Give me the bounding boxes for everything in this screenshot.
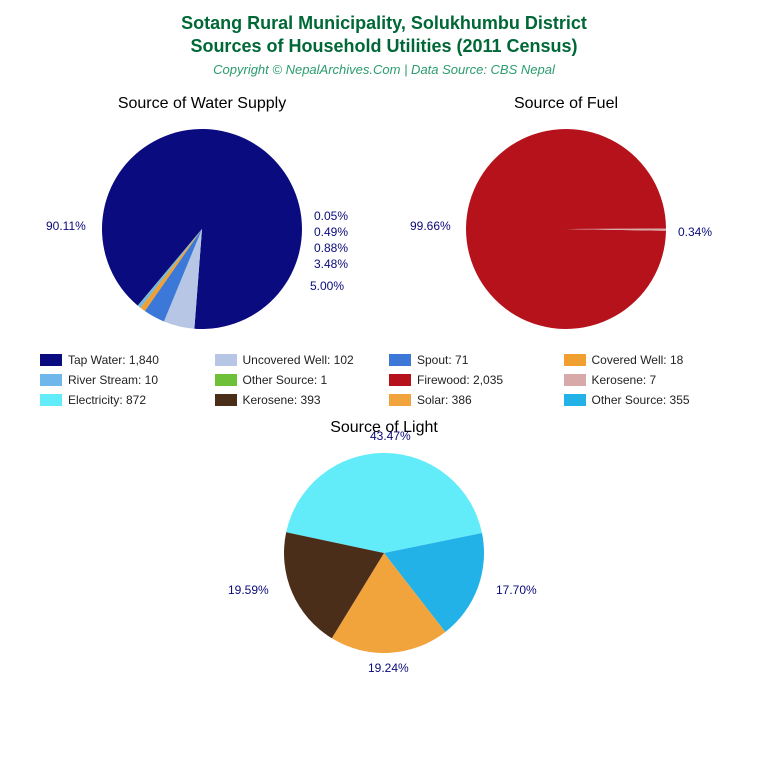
pie-slice <box>286 453 482 553</box>
legend-label: Tap Water: 1,840 <box>68 353 159 367</box>
legend-swatch <box>40 354 62 366</box>
legend-swatch <box>389 374 411 386</box>
fuel-pct-main: 99.66% <box>410 219 451 233</box>
subtitle: Copyright © NepalArchives.Com | Data Sou… <box>0 62 768 77</box>
water-pct-1: 0.05% <box>314 209 348 223</box>
top-charts-row: Source of Water Supply 90.11% 0.05% 0.49… <box>0 95 768 339</box>
title-line-1: Sotang Rural Municipality, Solukhumbu Di… <box>0 12 768 35</box>
water-pie <box>92 119 312 339</box>
water-pct-5: 5.00% <box>310 279 344 293</box>
legend-item: Firewood: 2,035 <box>389 373 554 387</box>
water-pie-wrap: 90.11% 0.05% 0.49% 0.88% 3.48% 5.00% <box>92 119 312 339</box>
light-pct-right: 17.70% <box>496 583 537 597</box>
legend-label: Firewood: 2,035 <box>417 373 503 387</box>
light-pct-top: 43.47% <box>370 429 411 443</box>
light-pct-left: 19.59% <box>228 583 269 597</box>
water-pct-3: 0.88% <box>314 241 348 255</box>
legend-item: River Stream: 10 <box>40 373 205 387</box>
legend-item: Solar: 386 <box>389 393 554 407</box>
fuel-chart: Source of Fuel 99.66% 0.34% <box>456 95 676 339</box>
legend-label: Uncovered Well: 102 <box>243 353 354 367</box>
legend-item: Other Source: 1 <box>215 373 380 387</box>
legend-swatch <box>215 354 237 366</box>
legend-label: Kerosene: 393 <box>243 393 321 407</box>
water-chart-title: Source of Water Supply <box>92 95 312 113</box>
legend-swatch <box>40 374 62 386</box>
fuel-pct-small: 0.34% <box>678 225 712 239</box>
legend-swatch <box>564 394 586 406</box>
legend-label: Other Source: 1 <box>243 373 328 387</box>
water-pct-main: 90.11% <box>46 219 86 233</box>
fuel-chart-title: Source of Fuel <box>456 95 676 113</box>
legend-item: Covered Well: 18 <box>564 353 729 367</box>
legend-swatch <box>389 394 411 406</box>
legend-swatch <box>40 394 62 406</box>
light-pie <box>274 443 494 663</box>
legend: Tap Water: 1,840 Uncovered Well: 102 Spout… <box>0 339 768 417</box>
legend-label: Covered Well: 18 <box>592 353 684 367</box>
legend-label: Electricity: 872 <box>68 393 146 407</box>
water-chart: Source of Water Supply 90.11% 0.05% 0.49… <box>92 95 312 339</box>
legend-swatch <box>564 374 586 386</box>
light-chart: Source of Light 43.47% 17.70% 19.24% 19.… <box>0 419 768 663</box>
legend-swatch <box>389 354 411 366</box>
light-pie-wrap: 43.47% 17.70% 19.24% 19.59% <box>274 443 494 663</box>
legend-item: Other Source: 355 <box>564 393 729 407</box>
fuel-pie-wrap: 99.66% 0.34% <box>456 119 676 339</box>
legend-item: Tap Water: 1,840 <box>40 353 205 367</box>
legend-item: Kerosene: 7 <box>564 373 729 387</box>
legend-label: Other Source: 355 <box>592 393 690 407</box>
legend-swatch <box>564 354 586 366</box>
legend-swatch <box>215 374 237 386</box>
fuel-pie <box>456 119 676 339</box>
legend-label: Spout: 71 <box>417 353 468 367</box>
water-pct-2: 0.49% <box>314 225 348 239</box>
light-pct-bottom: 19.24% <box>368 661 409 675</box>
pie-slice <box>102 129 302 329</box>
legend-item: Spout: 71 <box>389 353 554 367</box>
legend-swatch <box>215 394 237 406</box>
legend-item: Kerosene: 393 <box>215 393 380 407</box>
legend-item: Uncovered Well: 102 <box>215 353 380 367</box>
title-block: Sotang Rural Municipality, Solukhumbu Di… <box>0 0 768 77</box>
legend-label: River Stream: 10 <box>68 373 158 387</box>
legend-label: Kerosene: 7 <box>592 373 657 387</box>
title-line-2: Sources of Household Utilities (2011 Cen… <box>0 35 768 58</box>
water-pct-4: 3.48% <box>314 257 348 271</box>
legend-label: Solar: 386 <box>417 393 472 407</box>
legend-item: Electricity: 872 <box>40 393 205 407</box>
